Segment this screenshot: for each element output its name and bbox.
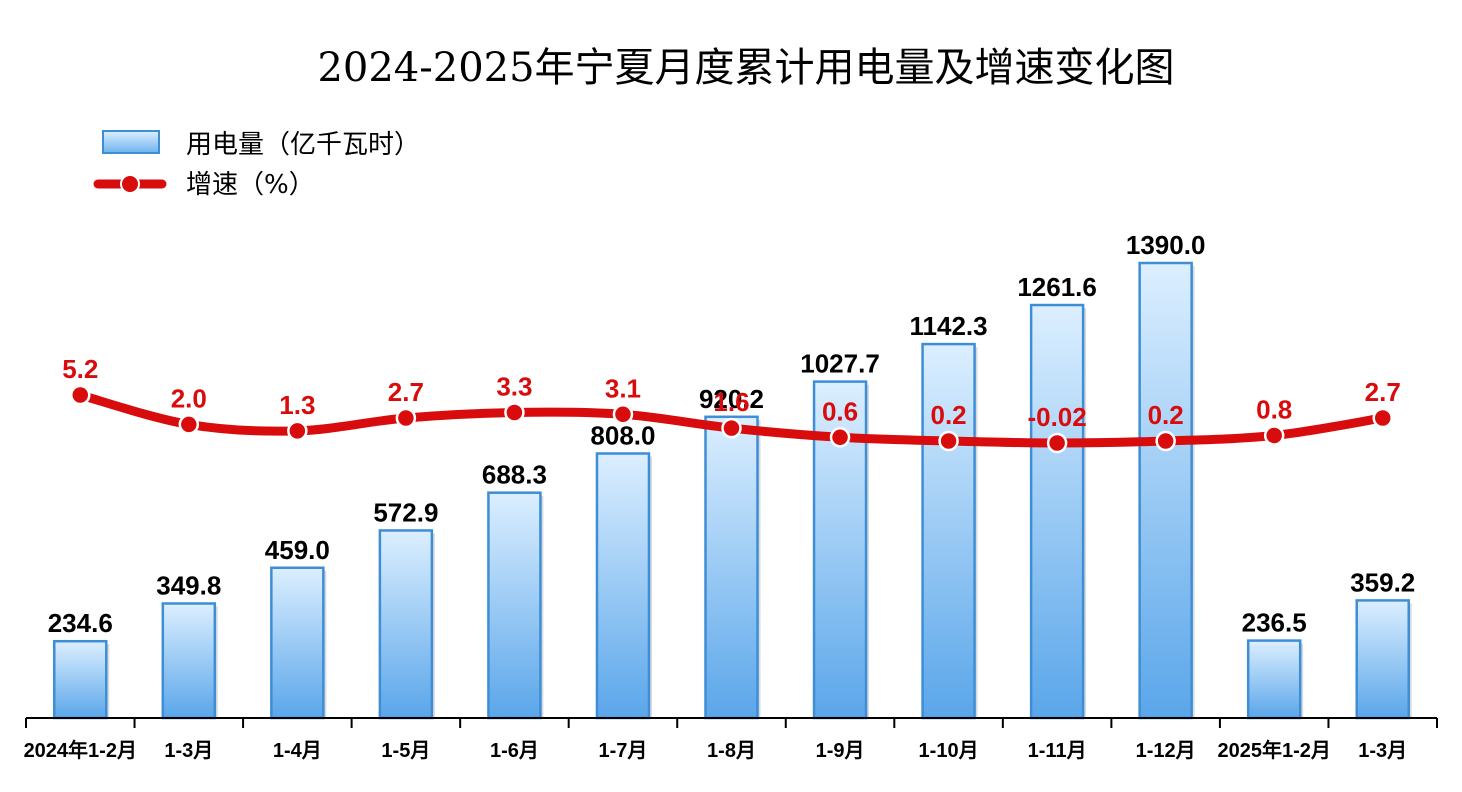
growth-point [287,420,308,442]
x-tick-label: 1-6月 [490,740,539,762]
legend-line-marker [120,174,140,194]
growth-point [1372,407,1393,429]
legend-bar-label: 用电量（亿千瓦时） [186,130,420,160]
bar-value-label: 1390.0 [1126,230,1206,260]
bar [53,639,108,720]
chart-title: 2024-2025年宁夏月度累计用电量及增速变化图 [317,45,1174,91]
bar [595,452,651,720]
growth-value-label: 3.1 [605,373,641,403]
x-tick-label: 2025年1-2月 [1217,738,1330,762]
x-tick-label: 1-11月 [1028,740,1087,762]
bar-value-label: 349.8 [156,570,221,600]
growth-point [938,430,959,452]
bar-value-label: 234.6 [48,608,113,638]
bar-value-label: 808.0 [590,421,655,451]
bar [704,415,759,720]
growth-line-layer [70,384,1393,454]
growth-point [721,417,742,439]
legend-line-label: 增速（%） [186,170,315,200]
bar [487,491,542,720]
growth-point [1263,425,1285,446]
growth-point [1046,432,1068,454]
growth-value-label: 0.2 [1148,400,1184,430]
growth-value-label: 0.6 [822,396,858,426]
growth-point [1155,430,1176,452]
legend-bar-swatch [102,130,160,154]
x-tick-label: 1-4月 [273,740,322,762]
x-tick-label: 1-7月 [599,740,648,762]
bar-value-label: 688.3 [482,460,547,490]
x-tick-label: 2024年1-2月 [24,738,137,762]
x-tick-label: 1-5月 [381,740,430,762]
bar [1355,599,1410,720]
growth-point [178,414,200,435]
bar [1138,261,1193,720]
bar-value-label: 1142.3 [910,311,988,341]
legend: 用电量（亿千瓦时） 增速（%） [93,130,420,200]
x-tick-label: 1-3月 [1358,740,1407,762]
growth-value-label: 1.3 [279,390,315,420]
x-tick-label: 1-10月 [919,740,979,762]
bar [1029,303,1085,720]
growth-value-label: 1.6 [713,387,749,417]
growth-value-label: 0.8 [1256,394,1292,424]
bar-value-label: 459.0 [265,535,330,565]
bar-value-label: 236.5 [1242,608,1307,638]
growth-value-label: 0.2 [930,400,966,430]
x-tick-label: 1-8月 [707,740,756,762]
data-labels-layer: 234.6 349.8 459.0 572.9 688.3 808.0 920.2 1027.… [48,230,1416,638]
bar-value-label: 1027.7 [800,349,880,379]
growth-point [504,402,525,423]
growth-point [395,407,417,429]
bar-value-label: 1261.6 [1017,272,1097,302]
growth-value-label: -0.02 [1027,402,1086,432]
bar [378,529,434,720]
x-axis: 2024年1-2月 1-3月 1-4月 1-5月 1-6月 1-7月 1-8月 1-9月 1-1… [24,717,1438,762]
bar-value-label: 359.2 [1350,567,1415,597]
x-tick-label: 1-9月 [816,740,865,762]
bar-value-label: 572.9 [373,497,438,527]
x-tick-label: 1-3月 [164,740,213,762]
bar-value-label: 920.2 [699,384,764,414]
growth-value-label: 2.0 [171,383,207,413]
growth-value-label: 2.7 [388,377,424,407]
growth-point [612,404,634,425]
x-tick-label: 1-12月 [1136,740,1196,762]
growth-value-label: 3.3 [496,371,532,401]
growth-value-label: 2.7 [1365,377,1401,407]
growth-point [70,384,91,406]
growth-value-label: 5.2 [62,354,98,384]
bar [1246,639,1302,720]
bars-layer [53,261,1412,720]
growth-point [829,427,851,448]
bar [270,566,325,720]
bar [161,602,217,720]
